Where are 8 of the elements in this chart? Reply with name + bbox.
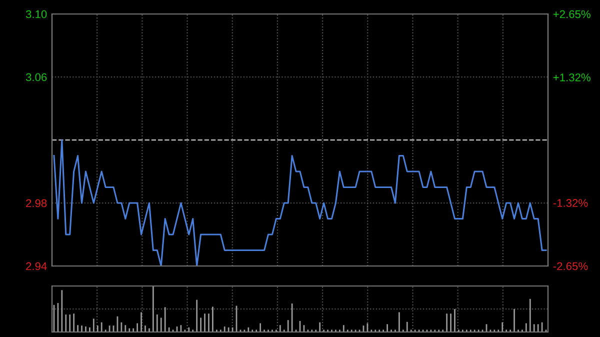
y-tick-label: 2.98 bbox=[26, 199, 47, 208]
y2-tick-label: +1.32% bbox=[553, 74, 590, 82]
y2-tick-label: +2.65% bbox=[553, 10, 590, 18]
y2-tick-label: -1.32% bbox=[553, 199, 588, 207]
y-tick-label: 3.10 bbox=[26, 10, 47, 18]
y-tick-label: 2.94 bbox=[26, 262, 47, 270]
y-tick-label: 3.06 bbox=[26, 73, 47, 82]
y2-tick-label: -2.65% bbox=[553, 262, 588, 270]
